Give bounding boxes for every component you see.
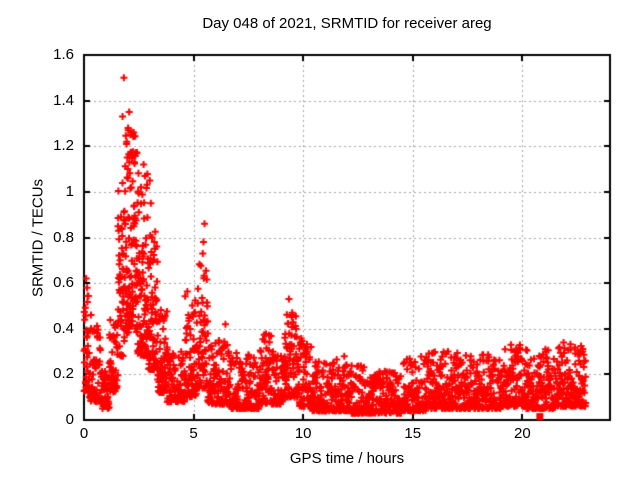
x-tick-label: 20	[513, 425, 531, 442]
y-tick-label: 0.8	[53, 228, 74, 246]
y-tick-label: 0.6	[53, 274, 74, 292]
x-tick-label: 15	[404, 425, 422, 442]
y-tick-label: 1.4	[53, 91, 74, 109]
y-tick-label: 0.2	[53, 365, 74, 383]
y-tick-label: 0	[65, 411, 74, 428]
chart-title: Day 048 of 2021, SRMTID for receiver are…	[202, 15, 492, 32]
y-tick-label: 0.4	[53, 319, 74, 337]
x-tick-label: 5	[189, 425, 198, 442]
x-axis-title: GPS time / hours	[289, 450, 405, 467]
y-tick-label: 1.6	[53, 46, 74, 63]
y-tick-label: 1.2	[53, 137, 74, 155]
y-tick-label: 1	[65, 182, 74, 200]
x-tick-label: 10	[294, 425, 312, 442]
x-tick-label: 0	[79, 425, 89, 442]
